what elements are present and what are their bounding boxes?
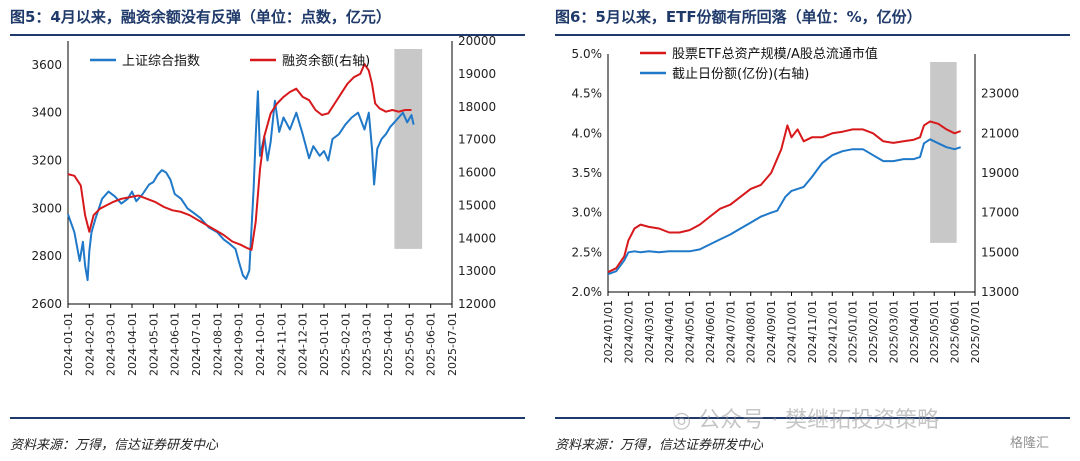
- x-tick-label: 2025/06/01: [949, 300, 962, 363]
- x-tick-label: 2025-04-01: [382, 312, 395, 376]
- x-tick-label: 2025/05/01: [928, 300, 941, 363]
- legend-label: 融资余额(右轴): [282, 53, 370, 69]
- right-y-tick-label: 17000: [458, 133, 496, 147]
- x-tick-label: 2024/06/01: [704, 300, 717, 363]
- gelonghui-logo: 格隆汇: [1010, 436, 1050, 451]
- right-y-tick-label: 23000: [981, 87, 1019, 101]
- legend-label: 股票ETF总资产规模/A股总流通市值: [672, 46, 878, 62]
- left-chart-panel: 图5：4月以来，融资余额没有反弹（单位：点数，亿元） 2600 2800 3000 3…: [0, 0, 535, 461]
- right-chart-panel: 图6：5月以来，ETF份额有所回落（单位：%，亿份） 2.0% 2.5% 3.0% 3…: [545, 0, 1080, 461]
- x-tick-label: 2024-06-01: [169, 312, 182, 376]
- x-tick-label: 2024-12-01: [297, 312, 310, 376]
- left-y-tick-label: 4.5%: [572, 87, 603, 101]
- x-tick-label: 2024/03/01: [643, 300, 656, 363]
- x-tick-label: 2025-02-01: [339, 312, 352, 376]
- highlight-band: [930, 62, 957, 243]
- left-y-tick-label: 2800: [31, 249, 62, 263]
- right-y-tick-label: 13000: [981, 285, 1019, 299]
- right-y-tick-label: 19000: [458, 67, 496, 81]
- right-chart-title: 图6：5月以来，ETF份额有所回落（单位：%，亿份）: [555, 8, 922, 26]
- left-y-tick-label: 2.5%: [572, 245, 603, 259]
- x-tick-label: 2025/04/01: [908, 300, 921, 363]
- x-tick-label: 2024-08-01: [211, 312, 224, 376]
- title-divider: [555, 34, 1070, 36]
- x-tick-label: 2024-01-01: [62, 312, 75, 376]
- left-y-tick-label: 3200: [31, 154, 62, 168]
- series-line-1: [607, 120, 962, 274]
- right-y-tick-label: 17000: [981, 206, 1019, 220]
- left-y-tick-label: 4.0%: [572, 126, 603, 140]
- wechat-icon: ◎: [672, 408, 699, 433]
- right-y-tick-label: 13000: [458, 264, 496, 278]
- left-y-tick-label: 3600: [31, 58, 62, 72]
- highlight-band: [394, 49, 423, 249]
- series-line-2: [67, 63, 412, 251]
- x-tick-label: 2025-05-01: [403, 312, 416, 376]
- right-y-tick-label: 12000: [458, 297, 496, 311]
- left-y-tick-label: 2600: [31, 297, 62, 311]
- x-tick-label: 2024-03-01: [105, 312, 118, 376]
- x-tick-label: 2024/11/01: [806, 300, 819, 363]
- footer-divider: [10, 417, 525, 419]
- x-tick-label: 2024-09-01: [233, 312, 246, 376]
- x-tick-label: 2024/01/01: [602, 300, 615, 363]
- x-tick-label: 2025-03-01: [361, 312, 374, 376]
- legend-label: 截止日份额(亿份)(右轴): [672, 67, 809, 82]
- x-tick-label: 2025/02/01: [867, 300, 880, 363]
- left-chart-title: 图5：4月以来，融资余额没有反弹（单位：点数，亿元）: [10, 8, 391, 26]
- left-source-note: 资料来源：万得，信达证券研发中心: [10, 438, 219, 453]
- right-y-tick-label: 15000: [458, 198, 496, 212]
- left-y-tick-label: 5.0%: [572, 47, 603, 61]
- wechat-watermark-text: 公众号 · 樊继拓投资策略: [698, 408, 940, 433]
- x-tick-label: 2024/07/01: [724, 300, 737, 363]
- right-y-tick-label: 16000: [458, 166, 496, 180]
- x-tick-label: 2025-06-01: [425, 312, 438, 376]
- title-divider: [10, 34, 525, 36]
- right-y-tick-label: 20000: [458, 36, 496, 48]
- x-tick-label: 2024/04/01: [663, 300, 676, 363]
- left-y-tick-label: 3.5%: [572, 166, 603, 180]
- x-tick-label: 2024-11-01: [275, 312, 288, 376]
- x-tick-label: 2024-07-01: [190, 312, 203, 376]
- footer-divider: [555, 417, 1070, 419]
- right-y-tick-label: 14000: [458, 231, 496, 245]
- x-tick-label: 2025/07/01: [969, 300, 982, 363]
- x-tick-label: 2025-07-01: [446, 312, 459, 376]
- right-y-tick-label: 18000: [458, 100, 496, 114]
- wechat-watermark: ◎ 公众号 · 樊继拓投资策略: [672, 402, 939, 434]
- right-y-tick-label: 15000: [981, 245, 1019, 259]
- right-source-note: 资料来源：万得，信达证券研发中心: [555, 438, 764, 453]
- x-tick-label: 2025/01/01: [847, 300, 860, 363]
- left-y-tick-label: 3400: [31, 106, 62, 120]
- right-line-chart: 2.0% 2.5% 3.0% 3.5% 4.0% 4.5% 5.0% 13000 15000 17…: [572, 46, 1020, 363]
- x-tick-label: 2025-01-01: [318, 312, 331, 376]
- x-tick-label: 2024/02/01: [622, 300, 635, 363]
- x-tick-label: 2024-10-01: [254, 312, 267, 376]
- x-tick-label: 2024/09/01: [765, 300, 778, 363]
- x-tick-label: 2024/10/01: [786, 300, 799, 363]
- right-y-tick-label: 21000: [981, 126, 1019, 140]
- x-tick-label: 2025/03/01: [887, 300, 900, 363]
- x-tick-label: 2024-05-01: [147, 312, 160, 376]
- x-tick-label: 2024/05/01: [684, 300, 697, 363]
- series-line-1: [67, 90, 415, 282]
- legend-label: 上证综合指数: [122, 54, 200, 69]
- left-y-tick-label: 3000: [31, 201, 62, 215]
- series-line-2: [607, 138, 962, 276]
- x-tick-label: 2024/08/01: [745, 300, 758, 363]
- left-y-tick-label: 2.0%: [572, 285, 603, 299]
- x-tick-label: 2024-02-01: [83, 312, 96, 376]
- right-y-tick-label: 19000: [981, 166, 1019, 180]
- x-tick-label: 2024-04-01: [126, 312, 139, 376]
- left-y-tick-label: 3.0%: [572, 206, 603, 220]
- left-line-chart: 2600 2800 3000 3200 3400 3600 12000 13000 14000 1…: [31, 36, 496, 376]
- x-tick-label: 2024/12/01: [826, 300, 839, 363]
